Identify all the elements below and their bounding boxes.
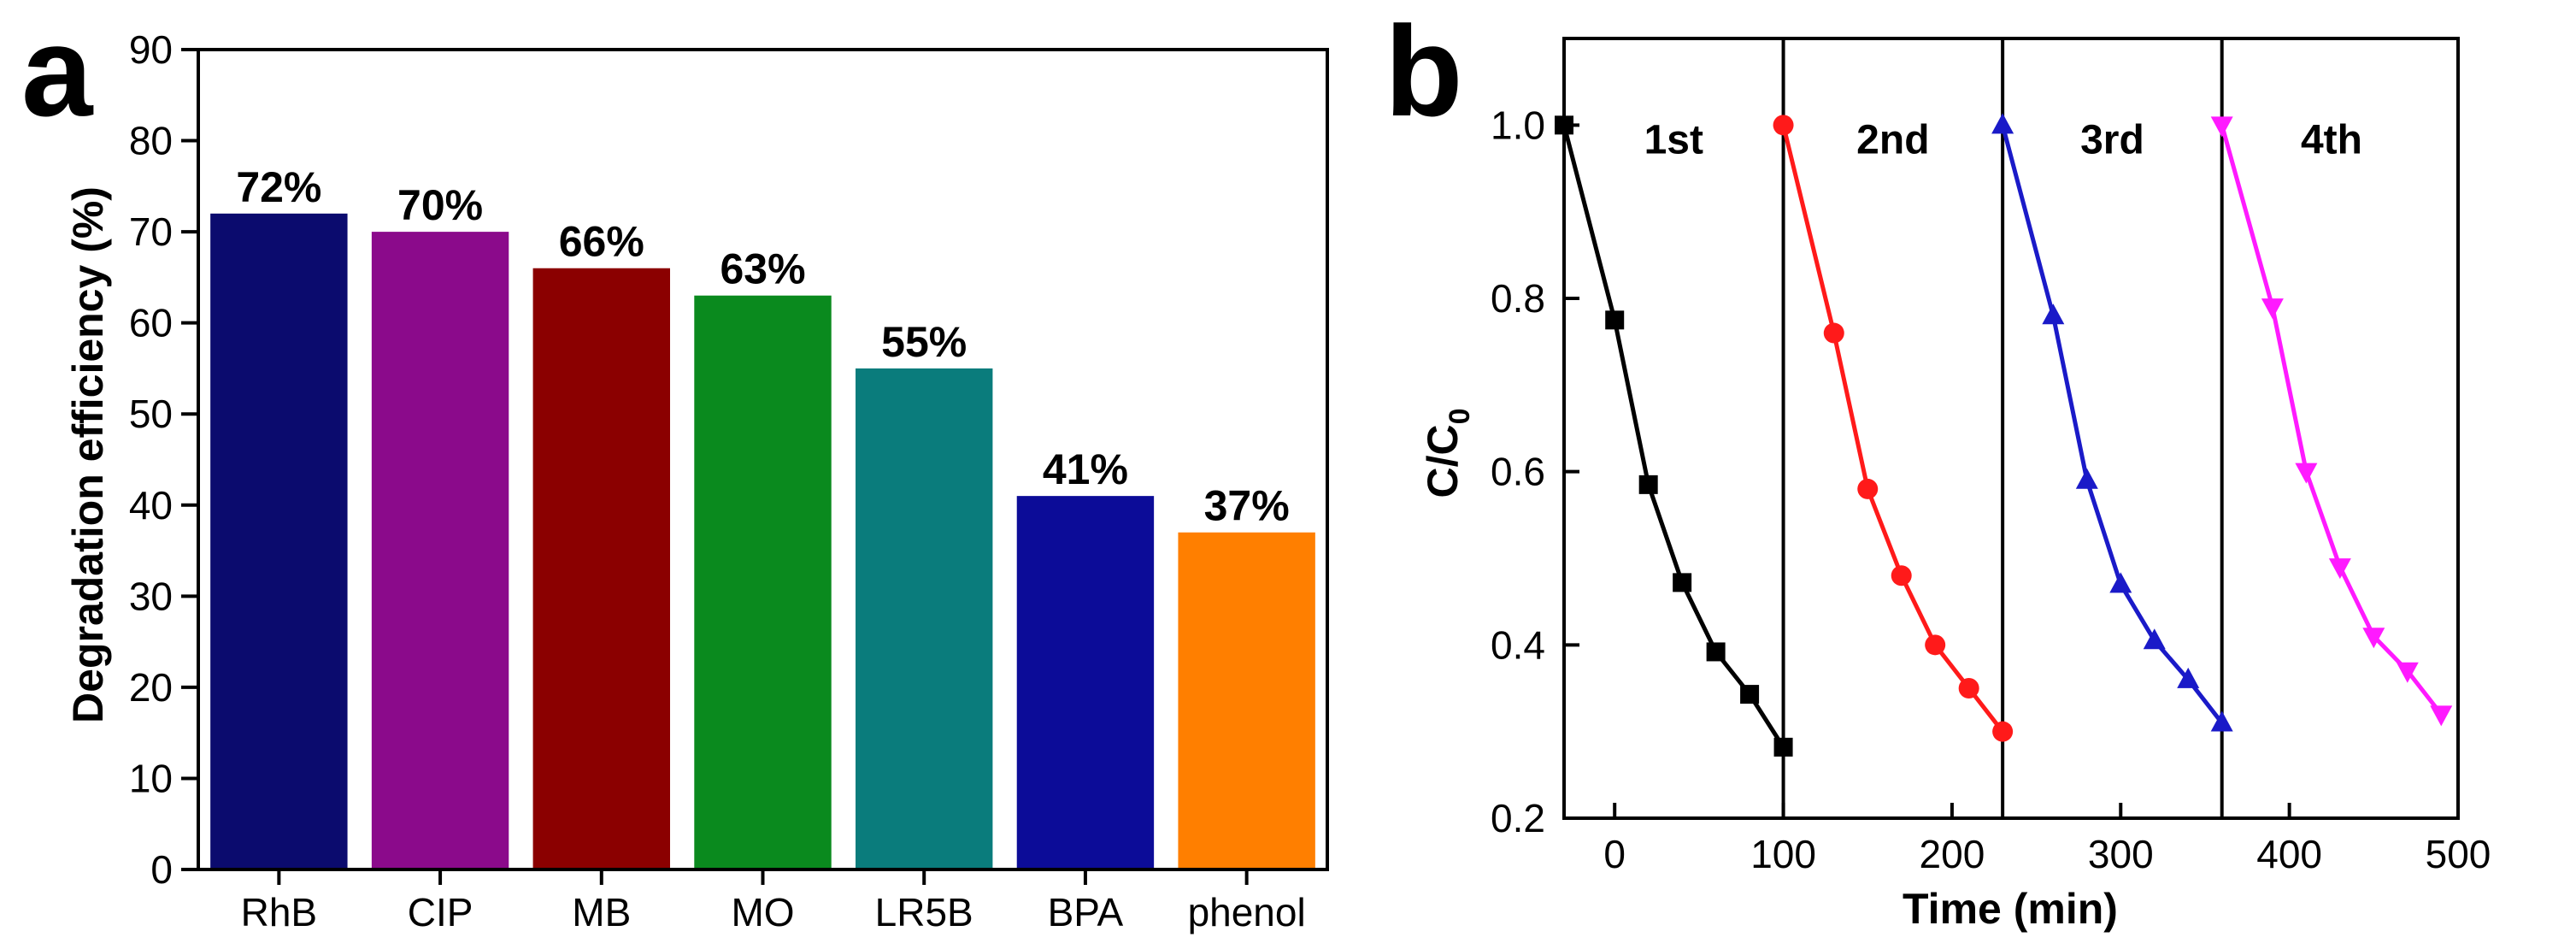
x-tick-label-rhb: RhB bbox=[241, 890, 317, 934]
data-point-1st bbox=[1638, 474, 1658, 494]
bar-rhb bbox=[210, 213, 348, 870]
y-tick-label: 10 bbox=[129, 756, 173, 800]
x-tick-label: 500 bbox=[2426, 832, 2491, 876]
panel-a-label: a bbox=[21, 0, 94, 143]
panel-b-line-chart: b C/C0 Time (min) 0.20.40.60.81.0 0 100 20… bbox=[1385, 0, 2491, 933]
data-point-2nd bbox=[1823, 322, 1844, 344]
data-point-1st bbox=[1706, 642, 1726, 662]
cycle-label-2nd: 2nd bbox=[1856, 118, 1929, 163]
y-axis-title: Degradation efficiency (%) bbox=[64, 186, 112, 723]
series-2nd bbox=[1773, 115, 2014, 742]
x-tick-label: 0 bbox=[1603, 832, 1626, 876]
x-tick-label-bpa: BPA bbox=[1048, 890, 1124, 934]
cycle-label-3rd: 3rd bbox=[2080, 118, 2144, 163]
data-point-4th bbox=[2261, 298, 2284, 320]
plot-frame bbox=[1562, 37, 2460, 820]
x-tick-label-lr5b: LR5B bbox=[875, 890, 973, 934]
data-label-lr5b: 55% bbox=[881, 318, 967, 366]
data-point-1st bbox=[1740, 685, 1760, 704]
plot-frame bbox=[197, 48, 1329, 871]
y-tick-label: 0.4 bbox=[1491, 622, 1545, 667]
y-axis-title: C/C0 bbox=[1419, 408, 1476, 498]
series-line-2nd bbox=[1781, 124, 2005, 734]
data-point-3rd bbox=[2075, 468, 2098, 489]
series-line-1st bbox=[1561, 124, 1785, 749]
series-3rd bbox=[1991, 113, 2233, 732]
x-tick-label-cip: CIP bbox=[408, 890, 473, 934]
data-point-2nd bbox=[1992, 721, 2014, 742]
y-tick-label: 0 bbox=[150, 847, 173, 892]
y-tick-label: 80 bbox=[129, 119, 173, 163]
x-tick-label: 100 bbox=[1750, 832, 1816, 876]
y-tick-label: 60 bbox=[129, 301, 173, 345]
x-tick-label-mo: MO bbox=[731, 890, 794, 934]
data-label-bpa: 41% bbox=[1043, 445, 1128, 493]
bar-lr5b bbox=[856, 368, 993, 869]
data-label-cip: 70% bbox=[397, 181, 483, 229]
series-4th bbox=[2210, 116, 2453, 727]
bar-bpa bbox=[1016, 496, 1155, 869]
data-point-4th bbox=[2328, 558, 2351, 580]
data-point-3rd bbox=[2177, 667, 2200, 688]
data-point-3rd bbox=[2042, 304, 2065, 325]
y-tick-label: 0.8 bbox=[1491, 276, 1545, 321]
data-point-2nd bbox=[1773, 115, 1794, 136]
y-tick-label: 1.0 bbox=[1491, 103, 1545, 147]
data-point-3rd bbox=[2210, 710, 2233, 732]
data-point-3rd bbox=[2143, 628, 2166, 650]
y-tick-label: 50 bbox=[129, 392, 173, 436]
y-tick-label: 90 bbox=[129, 27, 173, 72]
data-point-4th bbox=[2295, 463, 2318, 484]
data-point-4th bbox=[2362, 628, 2385, 649]
y-axis-title-subscript: 0 bbox=[1444, 408, 1476, 424]
y-tick-label: 70 bbox=[129, 209, 173, 254]
y-tick-label: 20 bbox=[129, 665, 173, 710]
x-axis-title: Time (min) bbox=[1903, 885, 2118, 933]
series-line-3rd bbox=[2000, 124, 2224, 725]
y-tick-label: 30 bbox=[129, 574, 173, 618]
data-point-2nd bbox=[1857, 478, 1879, 499]
data-label-mo: 63% bbox=[720, 245, 805, 293]
x-tick-label: 300 bbox=[2088, 832, 2154, 876]
data-point-4th bbox=[2396, 662, 2419, 683]
data-point-1st bbox=[1673, 573, 1692, 592]
x-tick-label: 400 bbox=[2256, 832, 2322, 876]
panel-b-label: b bbox=[1385, 0, 1463, 143]
bar-mo bbox=[694, 295, 832, 869]
data-point-4th bbox=[2430, 705, 2453, 727]
series-1st bbox=[1555, 115, 1793, 757]
data-point-1st bbox=[1605, 310, 1625, 330]
data-point-1st bbox=[1773, 737, 1793, 757]
x-tick-label-phenol: phenol bbox=[1188, 890, 1306, 934]
data-label-mb: 66% bbox=[559, 218, 644, 266]
data-label-rhb: 72% bbox=[236, 163, 321, 211]
x-tick-label-mb: MB bbox=[572, 890, 631, 934]
panel-a-bar-chart: a Degradation efficiency (%) 72% 70% 66% 63… bbox=[21, 0, 1329, 934]
data-point-3rd bbox=[1991, 113, 2014, 134]
data-point-4th bbox=[2210, 116, 2233, 138]
data-label-phenol: 37% bbox=[1204, 482, 1290, 530]
data-point-2nd bbox=[1958, 678, 1979, 698]
bar-phenol bbox=[1178, 532, 1315, 869]
y-axis-title-main: C/C bbox=[1419, 424, 1467, 498]
y-tick-label: 40 bbox=[129, 483, 173, 528]
data-point-3rd bbox=[2109, 572, 2132, 593]
bar-cip bbox=[371, 232, 509, 870]
series-line-4th bbox=[2220, 124, 2444, 716]
y-tick-label: 0.2 bbox=[1491, 796, 1545, 840]
data-point-2nd bbox=[1925, 634, 1946, 656]
data-point-2nd bbox=[1891, 565, 1912, 586]
y-tick-label: 0.6 bbox=[1491, 450, 1545, 494]
bar-mb bbox=[532, 268, 670, 869]
cycle-label-1st: 1st bbox=[1644, 118, 1703, 163]
cycle-label-4th: 4th bbox=[2301, 118, 2362, 163]
x-tick-label: 200 bbox=[1920, 832, 1985, 876]
